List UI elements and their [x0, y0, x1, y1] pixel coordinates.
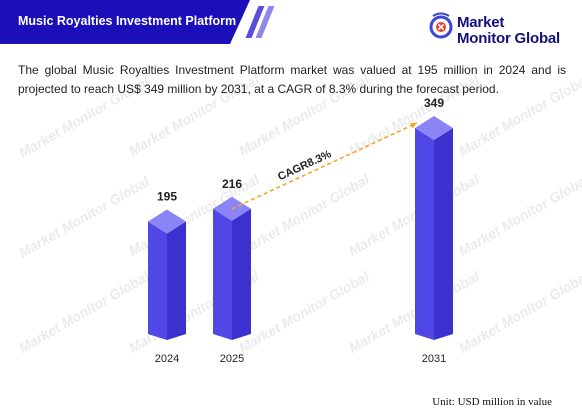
market-monitor-globe-icon — [429, 12, 453, 39]
cagr-annotation: CAGR8.3% — [231, 122, 418, 210]
bar-top-face — [148, 209, 186, 234]
bar-right-face — [434, 128, 453, 340]
data-label-2025: 216 — [222, 177, 242, 191]
bar-left-face — [148, 221, 167, 340]
brand-logo: Market Monitor Global — [429, 8, 569, 48]
x-tick-2024: 2024 — [155, 353, 179, 365]
unit-note: Unit: USD million in value — [432, 396, 552, 408]
bar-2025 — [213, 196, 251, 340]
bars-group: 195 2024 216 2025 349 2031 — [148, 96, 453, 365]
cagr-arrow-head — [410, 122, 417, 129]
market-description: The global Music Royalties Investment Pl… — [18, 63, 566, 96]
header-band — [0, 0, 250, 44]
bar-top-face — [415, 116, 453, 140]
data-label-2024: 195 — [157, 190, 177, 204]
data-label-2031: 349 — [424, 96, 444, 110]
logo-text-line2: Monitor Global — [457, 30, 561, 47]
x-tick-2025: 2025 — [220, 353, 244, 365]
bar-right-face — [167, 221, 186, 340]
x-tick-2031: 2031 — [422, 353, 446, 365]
bar-2024 — [148, 209, 186, 340]
cagr-label: CAGR8.3% — [276, 148, 333, 183]
bar-2031 — [415, 116, 453, 340]
page-title: Music Royalties Investment Platform — [18, 14, 237, 28]
bar-left-face — [213, 208, 232, 340]
logo-text-line1: Market — [457, 14, 505, 31]
bar-right-face — [232, 208, 251, 340]
cagr-arrow-line — [231, 122, 418, 210]
bar-left-face — [415, 128, 434, 340]
